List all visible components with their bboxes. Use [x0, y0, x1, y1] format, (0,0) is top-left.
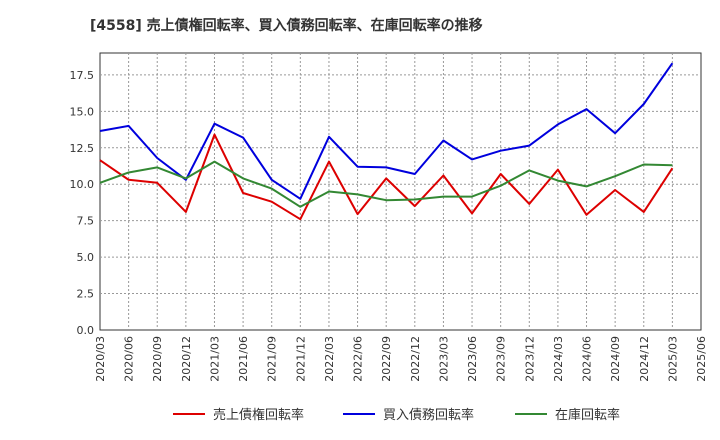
- x-tick-label: 2023/06: [466, 336, 479, 382]
- series-line-0: [99, 133, 674, 221]
- x-axis-ticks: 2020/03 2020/06 2020/09 2020/12 2021/03 2021/…: [94, 336, 708, 382]
- x-tick-label: 2020/09: [151, 336, 164, 382]
- x-tick-label: 2021/09: [266, 336, 279, 382]
- legend-label-0: 売上債権回転率: [213, 407, 304, 423]
- legend-label-2: 在庫回転率: [555, 407, 620, 423]
- y-tick-label: 7.5: [77, 215, 95, 228]
- x-tick-label: 2024/09: [609, 336, 622, 382]
- x-tick-label: 2020/03: [94, 336, 107, 382]
- x-tick-label: 2021/06: [237, 336, 250, 382]
- x-tick-label: 2025/03: [666, 336, 679, 382]
- x-tick-label: 2024/03: [552, 336, 565, 382]
- x-tick-label: 2023/03: [437, 336, 450, 382]
- x-tick-label: 2021/12: [294, 336, 307, 382]
- y-tick-label: 5.0: [77, 251, 95, 264]
- y-tick-label: 15.0: [70, 105, 95, 118]
- x-tick-label: 2023/09: [495, 336, 508, 382]
- y-tick-label: 17.5: [70, 69, 95, 82]
- x-tick-label: 2025/06: [695, 336, 708, 382]
- x-tick-label: 2020/12: [180, 336, 193, 382]
- chart-title: [4558] 売上債権回転率、買入債務回転率、在庫回転率の推移: [90, 17, 483, 34]
- y-tick-label: 2.5: [77, 288, 95, 301]
- y-tick-label: 10.0: [70, 178, 95, 191]
- series-lines: [99, 62, 674, 221]
- x-tick-label: 2020/06: [123, 336, 136, 382]
- y-tick-label: 0.0: [77, 324, 95, 337]
- series-line-1: [99, 62, 674, 200]
- x-tick-label: 2022/09: [380, 336, 393, 382]
- legend: 売上債権回転率 買入債務回転率 在庫回転率: [173, 407, 620, 423]
- x-tick-label: 2021/03: [208, 336, 221, 382]
- y-tick-label: 12.5: [70, 142, 95, 155]
- x-tick-label: 2022/03: [323, 336, 336, 382]
- grid: [100, 53, 701, 330]
- series-line-2: [99, 160, 673, 208]
- y-axis-ticks: 0.0 2.5 5.0 7.5 10.0 12.5 15.0 17.5: [70, 69, 95, 337]
- x-tick-label: 2024/06: [581, 336, 594, 382]
- x-tick-label: 2024/12: [638, 336, 651, 382]
- x-tick-label: 2022/06: [352, 336, 365, 382]
- x-tick-label: 2022/12: [409, 336, 422, 382]
- x-tick-label: 2023/12: [523, 336, 536, 382]
- legend-label-1: 買入債務回転率: [383, 407, 474, 423]
